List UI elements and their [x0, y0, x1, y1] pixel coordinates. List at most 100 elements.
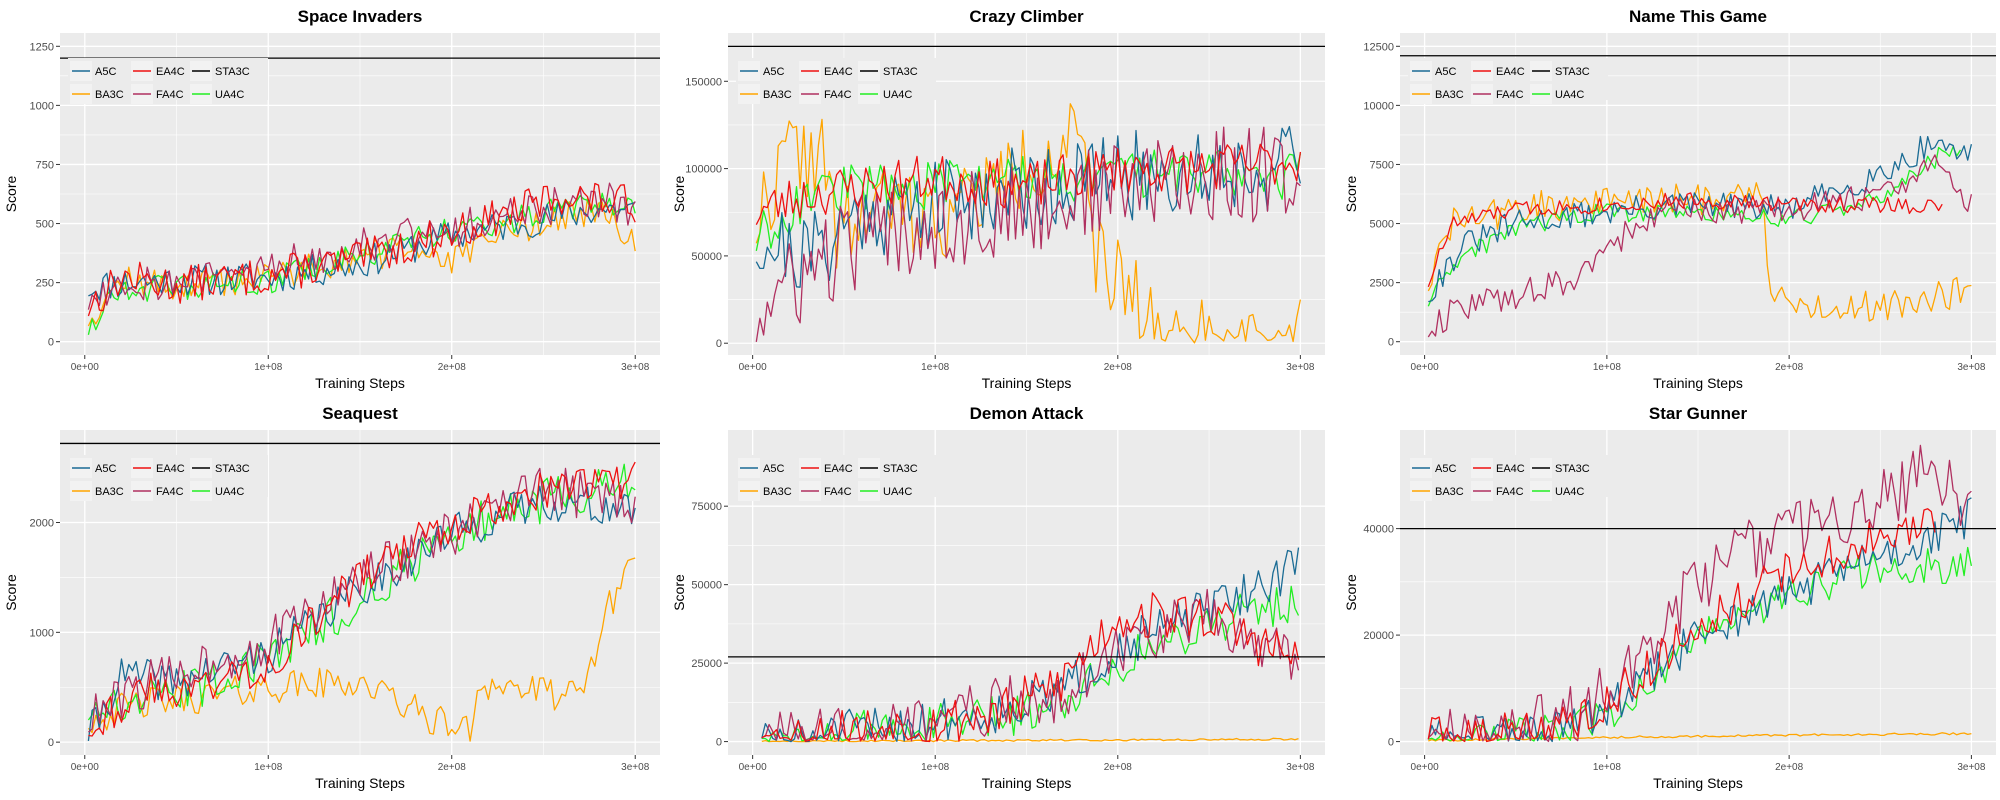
data-layer: [87, 461, 636, 742]
y-tick-label: 75000: [691, 501, 722, 513]
series-line-fa4c: [761, 588, 1300, 742]
x-tick-label: 2e+08: [1104, 362, 1133, 373]
series-line-ea4c: [1427, 508, 1936, 743]
x-tick-label: 0e+00: [71, 362, 100, 373]
series-line-ea4c: [761, 592, 1300, 743]
series-line-ea4c: [88, 461, 636, 737]
y-tick-label: 12500: [1363, 41, 1394, 53]
x-tick-label: 3e+08: [1286, 362, 1315, 373]
legend-label-a5c: A5C: [95, 66, 116, 78]
legend-label-ua4c: UA4C: [215, 89, 244, 101]
y-tick-label: 750: [36, 159, 54, 171]
legend-label-ba3c: BA3C: [763, 89, 792, 101]
legend-label-sta3c: STA3C: [1555, 463, 1590, 475]
chart-title: Crazy Climber: [969, 7, 1084, 26]
x-axis-label: Training Steps: [982, 375, 1072, 391]
x-tick-label: 3e+08: [621, 362, 650, 373]
series-line-a5c: [87, 485, 636, 741]
legend-label-ea4c: EA4C: [156, 463, 185, 475]
panel-demon-attack: 0 25000 50000 75000 0e+00 1e+08 2e+08 3e+08 A5C E…: [671, 404, 1325, 791]
series-line-ba3c: [761, 737, 1299, 743]
x-tick-label: 2e+08: [1104, 762, 1133, 773]
y-tick-label: 0: [716, 338, 722, 350]
y-tick-label: 10000: [1363, 100, 1394, 112]
x-tick-label: 1e+08: [1593, 762, 1622, 773]
legend-label-fa4c: FA4C: [1496, 89, 1524, 101]
legend-label-ua4c: UA4C: [215, 486, 244, 498]
legend-label-ea4c: EA4C: [824, 66, 853, 78]
x-tick-label: 2e+08: [438, 762, 467, 773]
y-tick-label: 50000: [691, 580, 722, 592]
legend-label-ua4c: UA4C: [883, 89, 912, 101]
series-line-fa4c: [87, 182, 636, 310]
series-line-fa4c: [1427, 444, 1972, 743]
legend-background: [736, 58, 936, 100]
legend-background: [736, 455, 936, 497]
series-line-ua4c: [1427, 145, 1962, 307]
x-axis-label: Training Steps: [315, 775, 405, 791]
legend-background: [68, 455, 268, 497]
panel-crazy-climber: 0 50000 100000 150000 0e+00 1e+08 2e+08 3e+08 A5…: [671, 7, 1325, 391]
series-line-ea4c: [1427, 192, 1943, 288]
y-tick-label: 0: [1388, 337, 1394, 349]
legend-label-fa4c: FA4C: [156, 89, 184, 101]
data-layer: [1427, 444, 1973, 743]
legend-label-ea4c: EA4C: [156, 66, 185, 78]
y-tick-label: 20000: [1363, 630, 1394, 642]
legend-label-ba3c: BA3C: [95, 486, 124, 498]
chart-title: Star Gunner: [1649, 404, 1748, 423]
x-axis-label: Training Steps: [315, 375, 405, 391]
legend-label-ea4c: EA4C: [1496, 463, 1525, 475]
y-axis-label: Score: [671, 176, 687, 213]
x-tick-label: 0e+00: [71, 762, 100, 773]
y-tick-label: 40000: [1363, 524, 1394, 536]
y-axis-label: Score: [3, 574, 19, 611]
x-axis-label: Training Steps: [1653, 775, 1743, 791]
chart-title: Seaquest: [322, 404, 398, 423]
legend-label-sta3c: STA3C: [883, 463, 918, 475]
legend-label-fa4c: FA4C: [824, 486, 852, 498]
x-tick-label: 3e+08: [1286, 762, 1315, 773]
x-tick-label: 0e+00: [1411, 762, 1440, 773]
legend-label-ua4c: UA4C: [1555, 89, 1584, 101]
legend-label-sta3c: STA3C: [215, 66, 250, 78]
y-tick-label: 0: [48, 337, 54, 349]
series-line-ea4c: [87, 182, 636, 317]
y-tick-label: 0: [48, 737, 54, 749]
y-tick-label: 250: [36, 278, 54, 290]
panel-name-this-game: 0 2500 5000 7500 10000 12500 0e+00 1e+08 2e+08 3e…: [1343, 7, 1996, 391]
series-line-ea4c: [755, 143, 1302, 225]
x-tick-label: 1e+08: [1593, 362, 1622, 373]
legend-label-ea4c: EA4C: [1496, 66, 1525, 78]
legend-label-fa4c: FA4C: [156, 486, 184, 498]
y-axis-label: Score: [1343, 176, 1359, 213]
x-tick-label: 3e+08: [1957, 362, 1986, 373]
legend-label-ba3c: BA3C: [763, 486, 792, 498]
series-line-ua4c: [87, 463, 636, 721]
x-tick-label: 3e+08: [621, 762, 650, 773]
y-tick-label: 100000: [685, 164, 722, 176]
x-tick-label: 1e+08: [254, 362, 283, 373]
y-tick-label: 0: [1388, 737, 1394, 749]
chart-title: Space Invaders: [298, 7, 423, 26]
legend-label-ba3c: BA3C: [1435, 486, 1464, 498]
series-line-ba3c: [87, 557, 636, 742]
legend-label-ua4c: UA4C: [883, 486, 912, 498]
legend-label-fa4c: FA4C: [824, 89, 852, 101]
data-layer: [87, 182, 636, 335]
y-axis-label: Score: [3, 176, 19, 213]
legend-background: [68, 58, 268, 100]
legend-background: [1408, 455, 1608, 497]
chart-title: Demon Attack: [970, 404, 1084, 423]
legend-label-sta3c: STA3C: [883, 66, 918, 78]
y-tick-label: 150000: [685, 76, 722, 88]
legend-label-a5c: A5C: [1435, 66, 1456, 78]
panel-seaquest: 0 1000 2000 0e+00 1e+08 2e+08 3e+08 A5C EA4C STA3…: [3, 404, 660, 791]
legend-label-ea4c: EA4C: [824, 463, 853, 475]
y-tick-label: 2000: [30, 518, 54, 530]
legend-label-sta3c: STA3C: [215, 463, 250, 475]
chart-title: Name This Game: [1629, 7, 1767, 26]
y-tick-label: 7500: [1370, 159, 1394, 171]
y-tick-label: 5000: [1370, 219, 1394, 231]
